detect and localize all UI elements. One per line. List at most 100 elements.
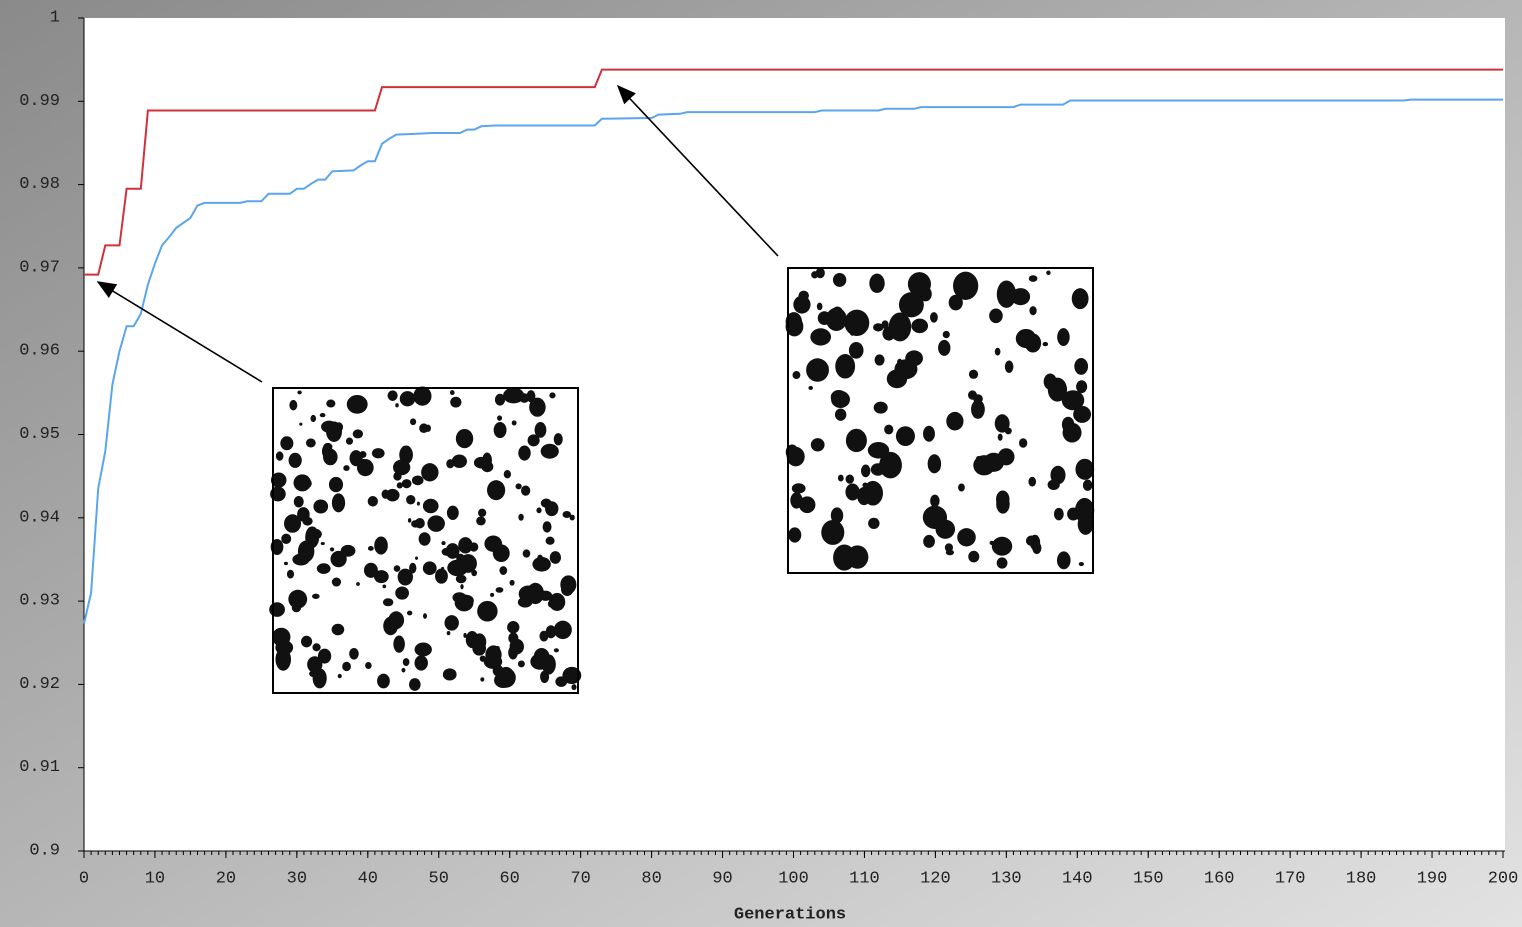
blob — [874, 402, 888, 414]
blob — [507, 621, 519, 634]
blob — [419, 643, 428, 651]
blob — [887, 369, 907, 388]
blob — [969, 370, 978, 379]
blob — [896, 426, 915, 446]
blob — [1057, 551, 1071, 569]
blob — [343, 465, 349, 471]
x-tick-label: 160 — [1204, 869, 1235, 888]
blob — [555, 676, 567, 687]
blob — [1063, 423, 1082, 443]
blob — [398, 569, 413, 586]
blob — [456, 554, 465, 563]
blob — [539, 591, 552, 601]
blob — [518, 597, 533, 607]
blob — [835, 354, 855, 378]
blob — [403, 658, 410, 666]
blob — [817, 303, 823, 311]
blob — [545, 501, 558, 516]
blob — [365, 662, 372, 669]
blob — [394, 565, 401, 572]
y-tick-label: 0.94 — [19, 508, 60, 527]
blob — [571, 684, 576, 690]
blob — [813, 332, 819, 340]
x-axis-title: Generations — [734, 905, 846, 924]
blob — [284, 514, 301, 533]
blob — [466, 631, 479, 648]
blob — [1016, 329, 1036, 348]
blob — [826, 308, 847, 331]
blob — [374, 536, 388, 554]
blob — [510, 580, 515, 586]
blob — [388, 390, 398, 401]
blob — [383, 617, 398, 636]
blob — [884, 425, 893, 435]
blob — [1005, 361, 1014, 373]
blob — [1057, 328, 1069, 346]
blob — [276, 451, 284, 460]
x-tick-label: 200 — [1488, 869, 1519, 888]
blob — [342, 662, 351, 671]
blob — [284, 562, 288, 565]
blob — [289, 400, 297, 411]
blob — [929, 462, 941, 472]
blob — [847, 545, 869, 568]
blob — [946, 412, 963, 431]
x-tick-label: 100 — [778, 869, 809, 888]
blob — [504, 470, 511, 478]
blob — [444, 615, 458, 631]
x-tick-label: 30 — [287, 869, 307, 888]
blob — [788, 527, 801, 542]
blob — [510, 639, 524, 655]
blob — [792, 371, 800, 379]
x-tick-label: 170 — [1275, 869, 1306, 888]
blob — [1079, 562, 1084, 566]
y-tick-label: 0.9 — [29, 841, 60, 860]
blob — [346, 438, 353, 445]
blob — [406, 495, 415, 504]
blob — [790, 492, 802, 508]
y-tick-label: 0.98 — [19, 175, 60, 194]
y-tick-label: 0.97 — [19, 258, 60, 277]
y-tick-label: 0.93 — [19, 592, 60, 611]
blob — [281, 534, 291, 544]
x-tick-label: 10 — [145, 869, 165, 888]
blob — [419, 423, 428, 433]
x-tick-label: 80 — [641, 869, 661, 888]
blob — [297, 391, 301, 395]
blob — [1043, 342, 1048, 346]
inset-image — [786, 268, 1095, 573]
blob — [480, 677, 484, 681]
blob — [446, 459, 454, 468]
blob — [294, 496, 304, 507]
blob — [280, 436, 293, 450]
blob — [820, 363, 829, 370]
blob — [312, 643, 320, 651]
blob — [554, 621, 572, 639]
blob — [301, 636, 312, 648]
blob — [356, 582, 360, 586]
blob — [1028, 477, 1036, 487]
blob — [341, 545, 356, 557]
blob — [490, 593, 494, 597]
blob — [863, 481, 883, 506]
blob — [546, 537, 555, 545]
blob — [549, 392, 555, 398]
blob — [997, 280, 1016, 307]
blob — [495, 646, 500, 652]
blob — [852, 348, 861, 358]
blob — [816, 268, 825, 279]
blob — [838, 475, 844, 482]
blob — [411, 520, 420, 527]
x-tick-label: 20 — [216, 869, 236, 888]
chart: Generations 0.90.910.920.930.940.950.960… — [0, 0, 1522, 927]
x-tick-label: 40 — [358, 869, 378, 888]
blob — [831, 507, 843, 523]
blob — [382, 584, 386, 588]
blob — [357, 459, 374, 476]
blob — [338, 674, 342, 678]
blob — [469, 542, 478, 551]
x-tick-label: 120 — [920, 869, 951, 888]
blob — [868, 442, 889, 458]
blob — [460, 584, 463, 589]
blob — [353, 429, 363, 438]
